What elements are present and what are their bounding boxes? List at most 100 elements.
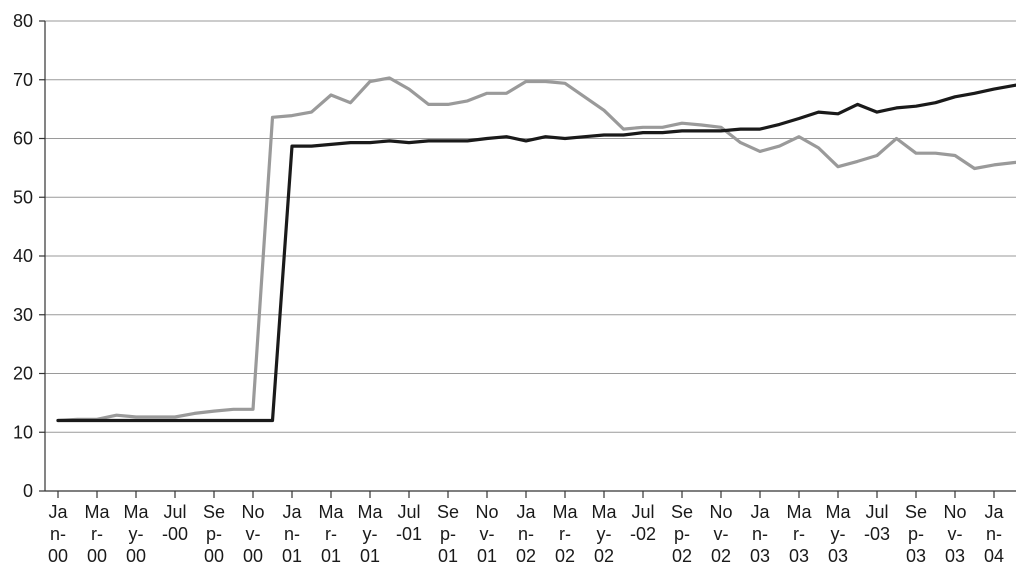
x-tick-label: Ja n-04 xyxy=(984,502,1005,566)
x-tick-label-line: y- xyxy=(597,524,612,544)
x-tick-label: Ja n-00 xyxy=(48,502,69,566)
x-tick-label: Ma r-00 xyxy=(84,502,110,566)
y-tick-labels: 0 10 20 30 40 50 60 70 80 xyxy=(13,11,45,501)
x-tick-label-line: p- xyxy=(674,524,690,544)
x-tick-label-line: Ja xyxy=(516,502,536,522)
x-tick-label-line: 03 xyxy=(906,546,926,566)
x-tick-label-line: y- xyxy=(363,524,378,544)
x-tick-label-line: 03 xyxy=(750,546,770,566)
x-tick-label-line: Ma xyxy=(591,502,617,522)
x-tick-label-line: v- xyxy=(714,524,729,544)
x-tick-label-line: p- xyxy=(440,524,456,544)
x-tick-label-line: r- xyxy=(793,524,805,544)
x-tick-label-line: -00 xyxy=(162,524,188,544)
x-tick-label: Ja n-03 xyxy=(750,502,771,566)
x-tick-label-line: -02 xyxy=(630,524,656,544)
x-tick-label-line: Jul xyxy=(397,502,420,522)
x-tick-label: No v-00 xyxy=(241,502,264,566)
x-tick-label-line: 02 xyxy=(555,546,575,566)
x-tick-label-line: n- xyxy=(50,524,66,544)
x-tick-label-line: n- xyxy=(284,524,300,544)
x-tick-label: Jul -03 xyxy=(864,502,890,544)
x-tick-label-line: Se xyxy=(437,502,459,522)
series-line-1 xyxy=(56,83,1016,423)
x-tick-label-line: 03 xyxy=(789,546,809,566)
x-tick-label-line: n- xyxy=(986,524,1002,544)
x-tick-label-line: 02 xyxy=(711,546,731,566)
y-tick-label: 60 xyxy=(13,129,33,149)
x-tick-label-line: Se xyxy=(671,502,693,522)
x-tick-label-line: v- xyxy=(948,524,963,544)
x-tick-label: Ja n-02 xyxy=(516,502,537,566)
x-tick-label-line: -01 xyxy=(396,524,422,544)
x-tick-label: Ma y-03 xyxy=(825,502,851,566)
x-tick-label-line: 00 xyxy=(204,546,224,566)
x-tick-label-line: No xyxy=(241,502,264,522)
x-tick-label-line: p- xyxy=(206,524,222,544)
x-tick-label: No v-03 xyxy=(943,502,966,566)
x-tick-label-line: Ja xyxy=(48,502,68,522)
x-tick-label: Ja n-01 xyxy=(282,502,303,566)
x-tick-label-line: Ma xyxy=(318,502,344,522)
x-tick-label-line: Ma xyxy=(123,502,149,522)
x-tick-label: Ma y-00 xyxy=(123,502,149,566)
x-tick-label-line: Ja xyxy=(750,502,770,522)
x-tick-label-line: 00 xyxy=(243,546,263,566)
y-tick-label: 50 xyxy=(13,187,33,207)
x-tick-label-line: 01 xyxy=(438,546,458,566)
x-tick-label-line: 02 xyxy=(516,546,536,566)
x-tick-label: Ma y-02 xyxy=(591,502,617,566)
x-tick-label-line: Se xyxy=(905,502,927,522)
x-tick-label-line: n- xyxy=(752,524,768,544)
x-tick-label-line: n- xyxy=(518,524,534,544)
x-tick-label-line: v- xyxy=(246,524,261,544)
x-tick-label-line: -03 xyxy=(864,524,890,544)
x-tick-label-line: Jul xyxy=(163,502,186,522)
x-tick-label-line: y- xyxy=(831,524,846,544)
x-tick-label-line: v- xyxy=(480,524,495,544)
x-tick-label-line: 00 xyxy=(48,546,68,566)
x-tick-label: Ma y-01 xyxy=(357,502,383,566)
x-tick-label-line: Ja xyxy=(282,502,302,522)
x-tick-label: No v-02 xyxy=(709,502,732,566)
series-lines xyxy=(56,76,1016,423)
y-tick-label: 70 xyxy=(13,70,33,90)
x-tick-label-line: No xyxy=(475,502,498,522)
y-tick-label: 0 xyxy=(23,481,33,501)
y-tick-label: 30 xyxy=(13,305,33,325)
x-tick-label: Jul -01 xyxy=(396,502,422,544)
x-tick-label-line: 03 xyxy=(945,546,965,566)
y-tick-label: 40 xyxy=(13,246,33,266)
x-tick-label: Se p-02 xyxy=(671,502,693,566)
series-line-2 xyxy=(56,76,1016,423)
x-tick-label-line: r- xyxy=(91,524,103,544)
y-tick-label: 20 xyxy=(13,364,33,384)
x-tick-label: Se p-00 xyxy=(203,502,225,566)
x-tick-label-line: Ja xyxy=(984,502,1004,522)
x-tick-label-line: Ma xyxy=(552,502,578,522)
x-tick-label-line: Ma xyxy=(357,502,383,522)
x-tick-label: Ma r-02 xyxy=(552,502,578,566)
x-tick-label-line: 01 xyxy=(360,546,380,566)
x-tick-label-line: y- xyxy=(129,524,144,544)
x-tick-label-line: No xyxy=(943,502,966,522)
x-tick-label: Ma r-03 xyxy=(786,502,812,566)
x-tick-label-line: 00 xyxy=(126,546,146,566)
x-tick-label-line: 02 xyxy=(594,546,614,566)
x-tick-label-line: Jul xyxy=(865,502,888,522)
x-tick-label-line: r- xyxy=(325,524,337,544)
x-tick-label: Jul -02 xyxy=(630,502,656,544)
y-tick-label: 10 xyxy=(13,422,33,442)
x-tick-label: Ma r-01 xyxy=(318,502,344,566)
x-tick-label-line: No xyxy=(709,502,732,522)
x-tick-label-line: 01 xyxy=(321,546,341,566)
x-tick-label-line: r- xyxy=(559,524,571,544)
x-tick-label-line: Se xyxy=(203,502,225,522)
x-tick-label-line: 01 xyxy=(477,546,497,566)
x-tick-label-line: 01 xyxy=(282,546,302,566)
x-tick-label-line: 04 xyxy=(984,546,1004,566)
x-tick-label-line: Jul xyxy=(631,502,654,522)
y-tick-label: 80 xyxy=(13,11,33,31)
